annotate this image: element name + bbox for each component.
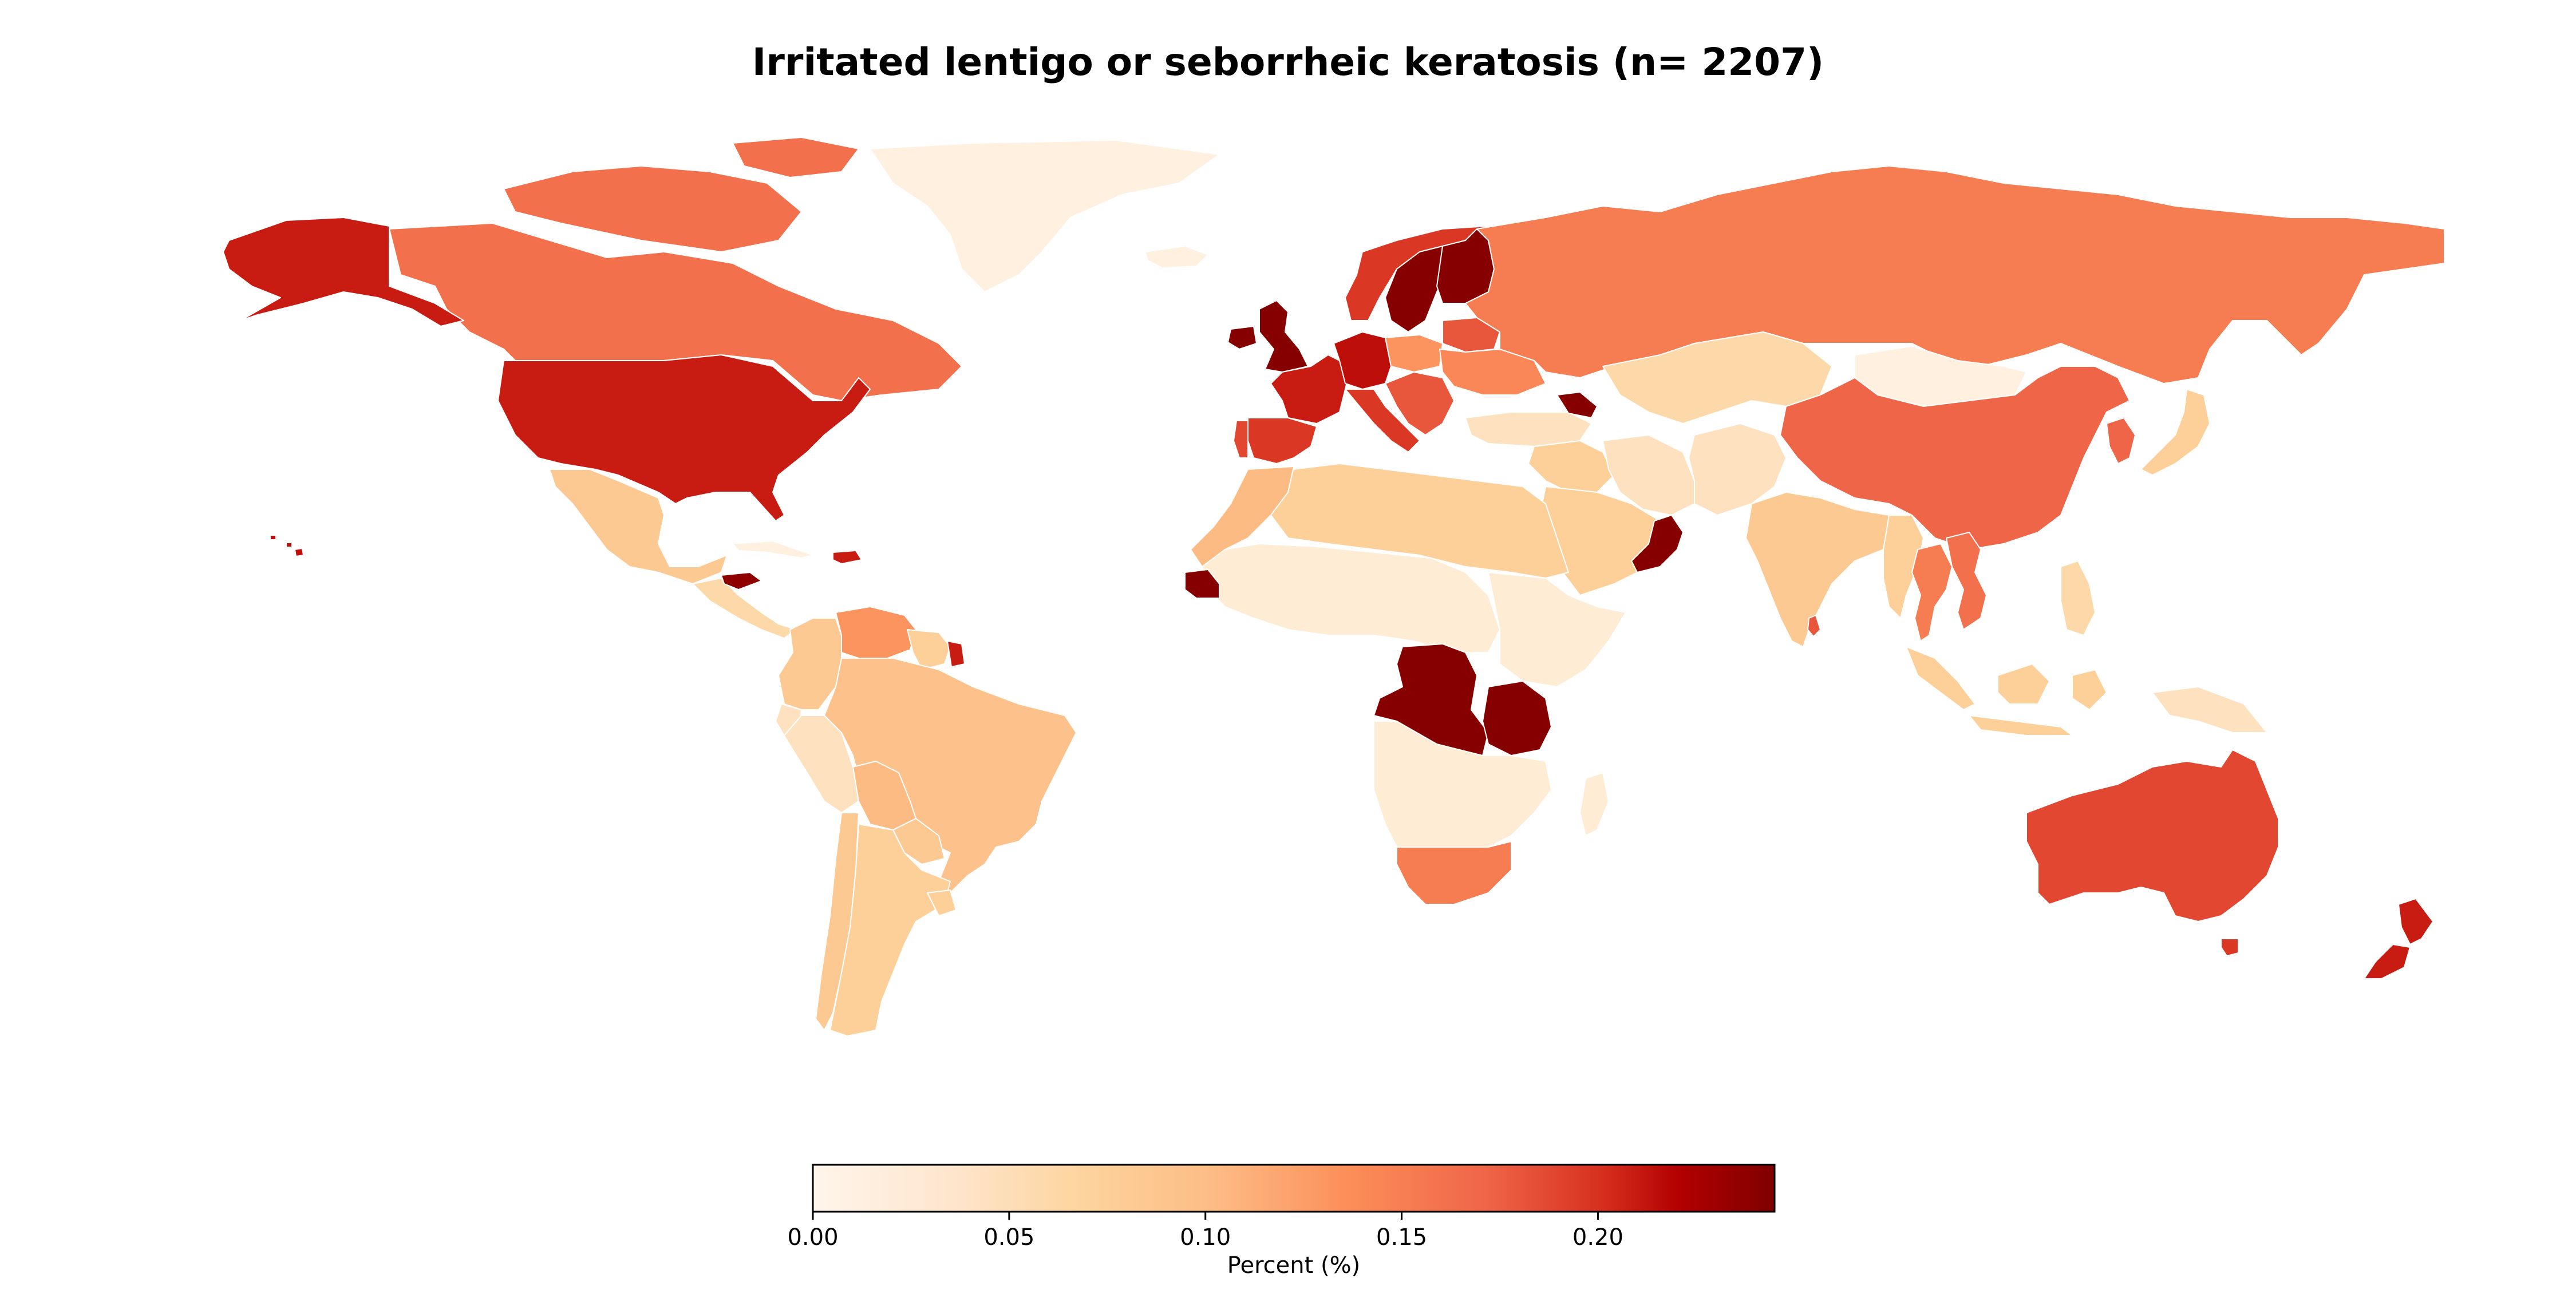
region-philippines [2060,560,2096,636]
region-ukraine [1439,349,1546,396]
region-madagascar [1579,772,1609,836]
region-tanzania [1482,681,1552,756]
region-china [1780,366,2130,550]
region-senegal [1184,569,1220,599]
region-usa [497,354,871,521]
region-hawaii [270,535,304,557]
region-sri-lanka [1807,615,1821,637]
colorbar-tick-label: 0.15 [1376,1224,1427,1251]
region-myanmar [1883,515,1924,619]
region-vietnam [1946,532,1987,630]
region-iran [1602,434,1695,516]
region-brazil [824,658,1077,893]
region-france [1270,354,1352,424]
colorbar-label: Percent (%) [1227,1252,1361,1279]
colorbar-tick-label: 0.00 [787,1224,838,1251]
region-portugal [1233,420,1249,458]
colorbar: 0.00 0.05 0.10 0.15 0.20 [787,1164,1776,1251]
colorbar-tick-label: 0.20 [1573,1224,1623,1251]
region-thailand [1911,543,1953,642]
region-india [1745,492,1907,647]
region-jamaica [721,572,762,590]
region-venezuela [835,606,916,659]
region-georgia [1556,391,1598,418]
region-middle-east [1528,440,1615,493]
region-west-africa [1202,543,1500,653]
region-italy [1345,389,1420,453]
region-guyana [907,629,951,670]
region-greenland [870,140,1220,292]
map-title: Irritated lentigo or seborrheic keratosi… [752,40,1824,84]
region-poland [1385,334,1443,373]
region-cuba [732,540,813,559]
region-canada [389,137,962,401]
colorbar-ticks: 0.00 0.05 0.10 0.15 0.20 [787,1212,1623,1251]
region-french-guiana [947,640,965,667]
colorbar-gradient [812,1164,1776,1213]
colorbar-tick-label: 0.10 [1180,1224,1231,1251]
region-australia [2026,749,2279,922]
region-spain [1247,417,1317,464]
colorbar-tick-label: 0.05 [983,1224,1034,1251]
region-uk [1259,300,1309,373]
region-oman [1631,515,1684,573]
region-colombia [778,618,842,710]
region-japan [2140,389,2210,476]
region-sweden [1385,246,1449,333]
region-indonesia [1906,646,2107,736]
region-uruguay [927,889,957,916]
region-argentina [829,824,951,1037]
region-balkans [1385,371,1455,436]
region-south-africa [1396,841,1512,905]
region-tasmania [2221,938,2239,956]
region-alaska [223,217,464,327]
region-russia [1465,165,2445,384]
region-dominican-republic [832,550,862,564]
country-regions [223,137,2445,1037]
region-southern-africa [1373,721,1552,848]
region-ireland [1227,326,1257,350]
region-mexico [549,469,728,584]
region-new-zealand [2364,898,2433,979]
region-iceland [1144,246,1208,268]
region-east-africa [1488,572,1626,687]
region-papua-new-guinea [2152,686,2267,733]
region-korea [2106,417,2136,464]
